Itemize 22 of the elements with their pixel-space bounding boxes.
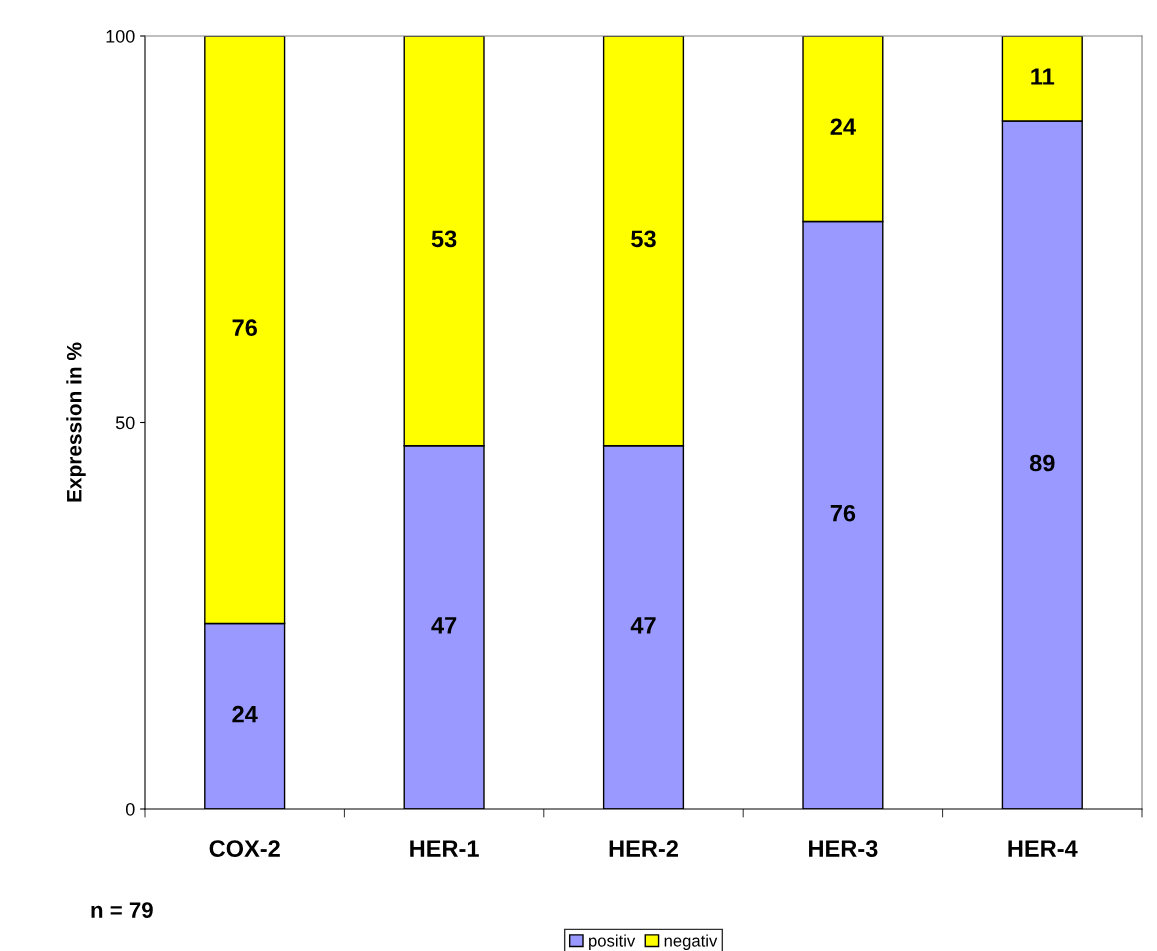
text: n = 79 xyxy=(91,902,153,918)
x-tick-label: COX-2 xyxy=(209,840,280,857)
data-label: 11 xyxy=(1031,68,1055,85)
data-label: 47 xyxy=(431,617,457,634)
data-label: 53 xyxy=(631,230,656,248)
data-label: 76 xyxy=(830,504,856,522)
x-tick-label: HER-2 xyxy=(609,840,678,857)
data-label: 89 xyxy=(1029,454,1055,472)
x-tick-label: HER-4 xyxy=(1008,840,1078,857)
data-label: 53 xyxy=(431,230,457,248)
y-tick-label: 0 xyxy=(125,802,135,816)
legend-label: positiv xyxy=(589,934,636,950)
x-tick-label: HER-3 xyxy=(809,840,878,857)
data-label: 76 xyxy=(232,319,257,337)
data-label: 24 xyxy=(232,705,258,723)
data-label: 47 xyxy=(630,617,656,634)
legend-label: negativ xyxy=(664,934,718,950)
y-tick-label: 100 xyxy=(106,29,135,43)
y-tick-label: 50 xyxy=(115,416,135,430)
x-tick-label: HER-1 xyxy=(410,840,479,857)
data-label: 24 xyxy=(830,118,856,135)
y-axis-title: Expression in % xyxy=(66,342,86,502)
